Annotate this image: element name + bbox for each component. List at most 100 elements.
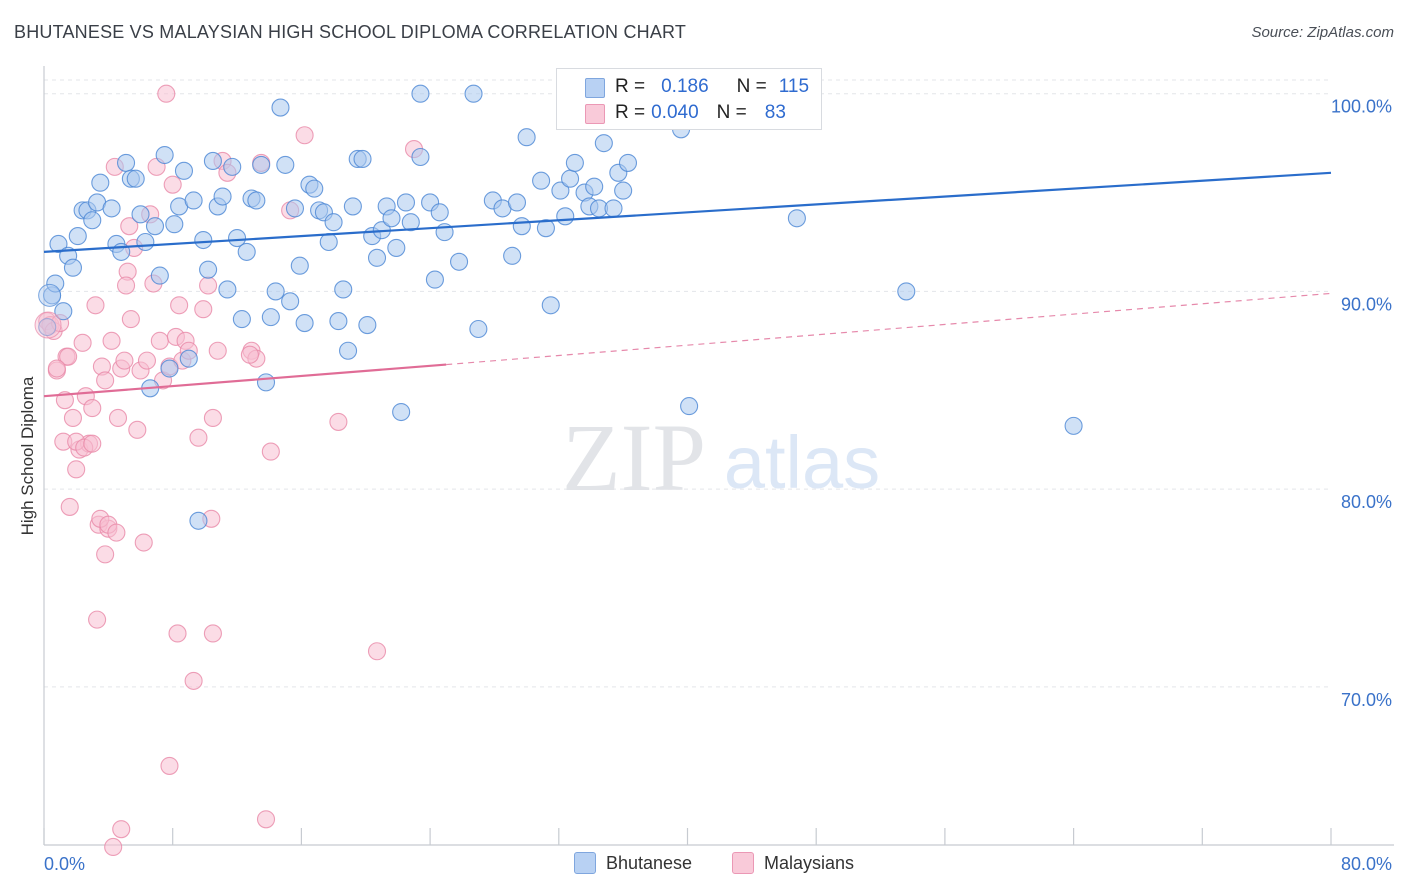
bhutanese-point bbox=[532, 171, 551, 190]
malaysians-point bbox=[367, 642, 387, 661]
legend-swatch-bhutanese bbox=[574, 852, 596, 874]
bhutanese-point bbox=[411, 147, 430, 167]
bhutanese-point bbox=[126, 169, 145, 188]
bhutanese-point bbox=[324, 213, 343, 232]
legend-label-bhutanese: Bhutanese bbox=[606, 852, 693, 873]
watermark-atlas: atlas bbox=[724, 421, 880, 504]
n-value: 83 bbox=[764, 102, 786, 123]
malaysians-point bbox=[73, 333, 92, 352]
malaysians-point bbox=[157, 84, 176, 103]
bhutanese-point bbox=[512, 217, 531, 236]
bhutanese-point bbox=[594, 134, 613, 153]
bhutanese-point bbox=[46, 274, 65, 293]
malaysians-point bbox=[88, 610, 107, 629]
bhutanese-point bbox=[252, 155, 271, 174]
bhutanese-point bbox=[160, 359, 179, 378]
bhutanese-point bbox=[223, 157, 242, 176]
malaysians-point bbox=[67, 460, 86, 479]
bhutanese-point bbox=[213, 187, 232, 206]
bhutanese-point bbox=[54, 302, 73, 321]
bhutanese-point bbox=[392, 402, 411, 422]
bhutanese-point bbox=[305, 179, 324, 198]
malaysians-trend-line bbox=[43, 363, 447, 398]
malaysians-point bbox=[104, 837, 123, 857]
n-label: N = bbox=[736, 76, 767, 97]
bhutanese-point bbox=[536, 219, 555, 238]
bhutanese-point bbox=[541, 296, 560, 315]
bhutanese-cluster-point bbox=[38, 283, 62, 307]
bhutanese-point bbox=[517, 128, 536, 147]
watermark: ZIP atlas bbox=[562, 404, 880, 511]
malaysians-point bbox=[83, 434, 102, 453]
bhutanese-point bbox=[396, 193, 416, 212]
malaysians-point bbox=[112, 820, 131, 839]
malaysians-point bbox=[83, 399, 102, 418]
chart-title: BHUTANESE VS MALAYSIAN HIGH SCHOOL DIPLO… bbox=[14, 22, 687, 42]
trend-layer bbox=[43, 171, 1332, 398]
bhutanese-point bbox=[145, 217, 165, 236]
bhutanese-point bbox=[83, 211, 102, 230]
bhutanese-point bbox=[276, 155, 295, 174]
bhutanese-point bbox=[49, 234, 68, 254]
legend-item-malaysians[interactable]: Malaysians bbox=[732, 852, 854, 874]
malaysians-point bbox=[137, 351, 157, 370]
x-tick-label-max: 80.0% bbox=[1341, 854, 1392, 874]
y-tick-label: 100.0% bbox=[1331, 97, 1392, 117]
bhutanese-point bbox=[285, 199, 305, 218]
malaysians-point bbox=[107, 523, 126, 542]
bhutanese-point bbox=[353, 149, 372, 169]
malaysians-point bbox=[120, 217, 139, 236]
bhutanese-point bbox=[334, 280, 353, 299]
bhutanese-point bbox=[247, 191, 266, 210]
bhutanese-point bbox=[63, 258, 83, 277]
bhutanese-point bbox=[136, 232, 155, 252]
malaysians-point bbox=[194, 300, 213, 319]
malaysians-point bbox=[256, 810, 276, 829]
bhutanese-point bbox=[179, 349, 198, 368]
bhutanese-point bbox=[430, 203, 449, 222]
malaysians-point bbox=[47, 359, 66, 378]
malaysians-point bbox=[128, 420, 147, 439]
malaysians-point bbox=[170, 296, 189, 315]
bhutanese-point bbox=[102, 199, 121, 218]
bhutanese-point bbox=[174, 161, 194, 180]
bhutanese-point bbox=[281, 292, 300, 311]
malaysians-point bbox=[295, 126, 314, 145]
bhutanese-point bbox=[290, 256, 309, 275]
malaysians-point bbox=[60, 497, 79, 516]
bhutanese-point bbox=[266, 282, 285, 301]
malaysians-point bbox=[150, 331, 169, 350]
bhutanese-point bbox=[228, 228, 247, 248]
bhutanese-point bbox=[507, 193, 527, 212]
bhutanese-point bbox=[411, 84, 430, 103]
bhutanese-point bbox=[343, 197, 362, 216]
legend-label-malaysians: Malaysians bbox=[764, 852, 855, 873]
bhutanese-point bbox=[116, 153, 136, 172]
legend-item-bhutanese[interactable]: Bhutanese bbox=[574, 852, 692, 874]
bhutanese-point bbox=[551, 181, 570, 200]
bhutanese-point bbox=[68, 227, 87, 246]
bhutanese-point bbox=[150, 266, 169, 285]
r-label: R = bbox=[615, 102, 646, 123]
y-tick-label: 90.0% bbox=[1341, 294, 1392, 314]
malaysians-point bbox=[189, 428, 208, 447]
bhutanese-point bbox=[450, 252, 469, 271]
malaysians-point bbox=[199, 276, 218, 295]
bhutanese-point bbox=[358, 315, 377, 335]
malaysians-point bbox=[208, 341, 227, 360]
bhutanese-point bbox=[556, 207, 575, 226]
malaysians-point bbox=[96, 371, 115, 390]
bhutanese-point bbox=[91, 173, 110, 192]
r-label: R = bbox=[615, 76, 646, 97]
x-tick-label-min: 0.0% bbox=[44, 854, 85, 874]
bhutanese-point bbox=[787, 209, 806, 228]
bhutanese-point bbox=[897, 282, 916, 301]
bhutanese-point bbox=[367, 248, 387, 267]
bhutanese-point bbox=[194, 230, 213, 250]
malaysians-point bbox=[163, 175, 182, 194]
bhutanese-point bbox=[387, 238, 406, 257]
chart-source: Source: ZipAtlas.com bbox=[1251, 24, 1394, 41]
bhutanese-point bbox=[382, 209, 401, 228]
bhutanese-point bbox=[203, 151, 222, 170]
